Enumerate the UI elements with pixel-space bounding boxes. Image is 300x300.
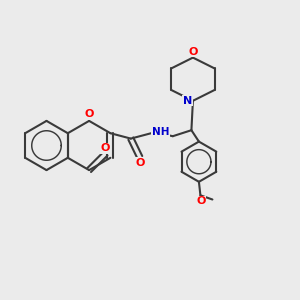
Text: O: O [135, 158, 145, 168]
Text: O: O [101, 143, 110, 153]
Text: N: N [183, 96, 192, 106]
Text: NH: NH [152, 127, 169, 137]
Text: O: O [188, 46, 198, 57]
Text: O: O [196, 196, 206, 206]
Text: O: O [84, 109, 94, 119]
